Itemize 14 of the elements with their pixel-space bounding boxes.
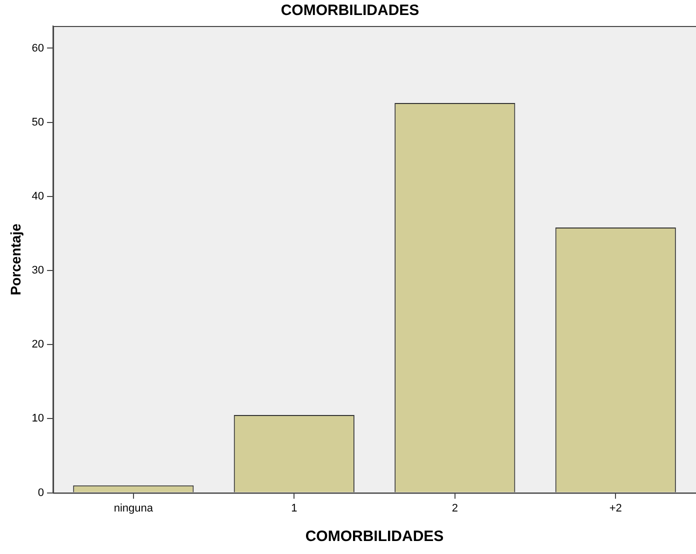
x-tick-label: ninguna	[114, 502, 154, 514]
y-tick-label: 0	[38, 486, 44, 499]
y-tick-label: 20	[32, 338, 44, 351]
x-tick-label: 2	[452, 502, 458, 514]
x-tick-label: 1	[291, 502, 298, 514]
y-tick-label: 40	[32, 190, 44, 202]
x-axis-title: COMORBILIDADES	[305, 528, 444, 546]
x-tick-label: +2	[609, 502, 622, 514]
y-tick-label: 10	[32, 412, 44, 425]
y-tick-label: 60	[32, 42, 44, 54]
y-tick-label: 30	[32, 264, 44, 277]
chart-title: COMORBILIDADES	[280, 2, 420, 20]
y-tick-label: 50	[32, 116, 44, 128]
y-axis-title: Porcentaje	[7, 223, 24, 296]
